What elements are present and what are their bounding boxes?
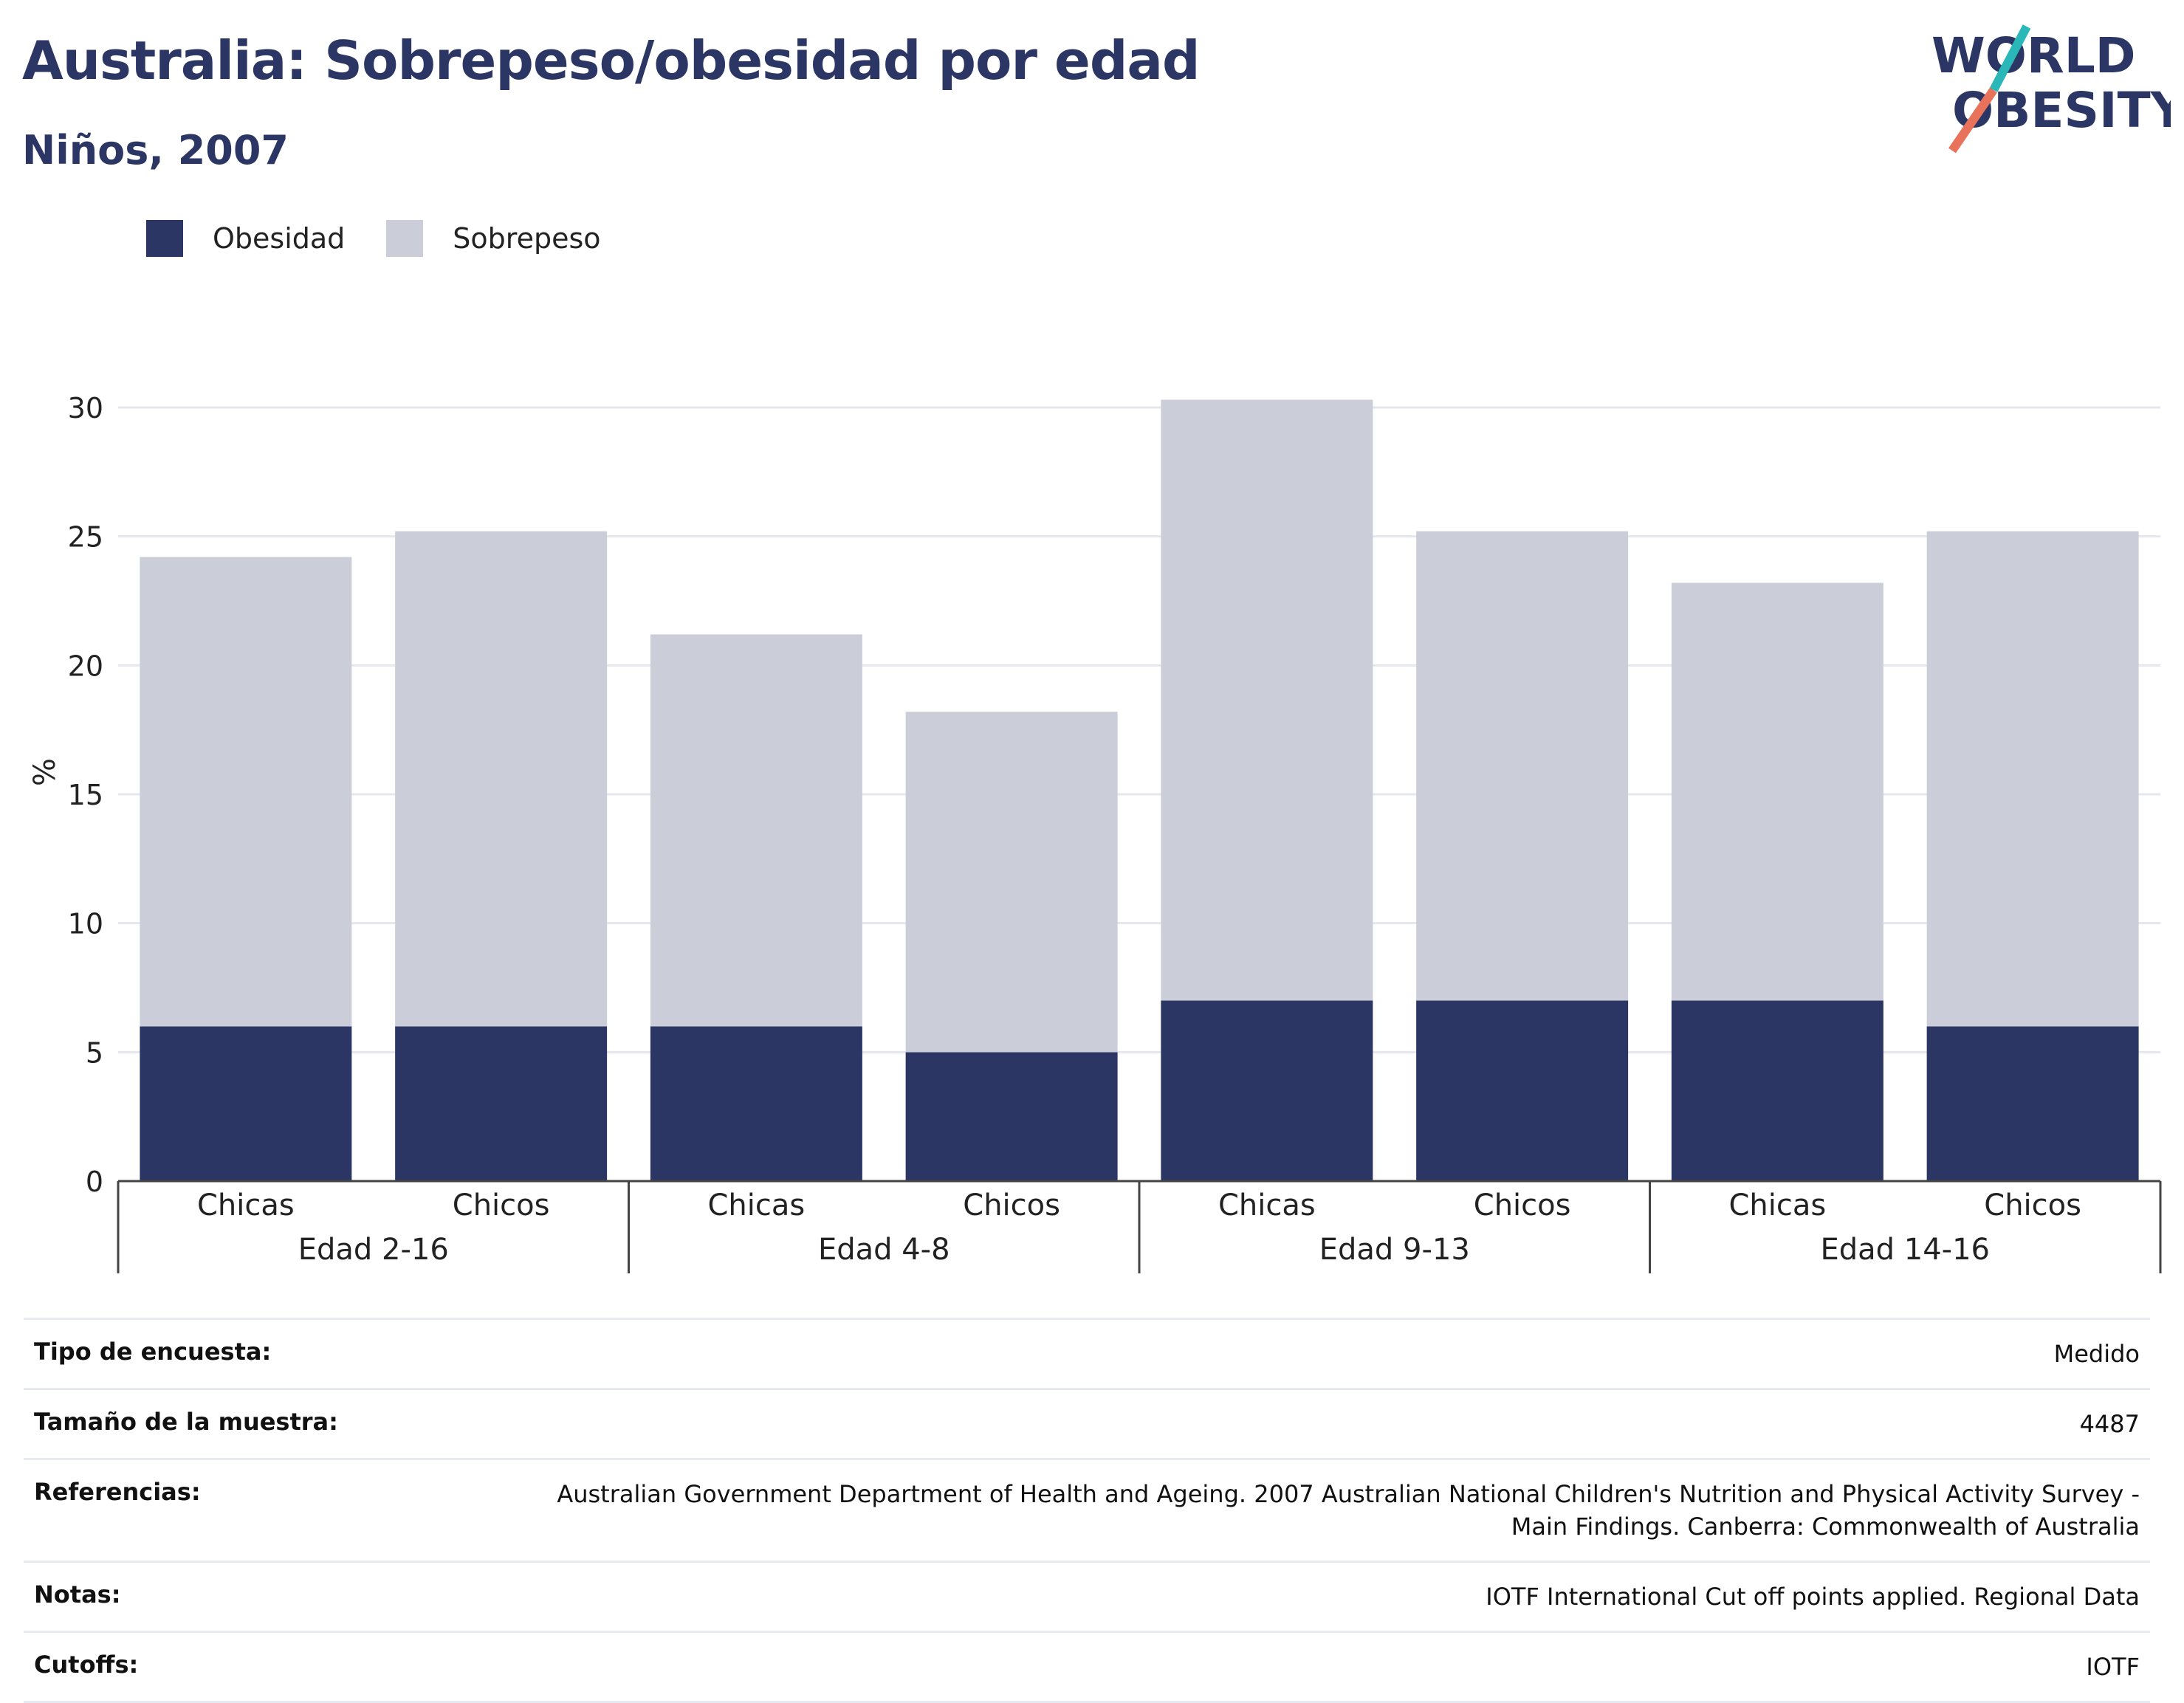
bar-obesity <box>1416 1000 1629 1181</box>
info-label: Referencias: <box>34 1478 201 1506</box>
info-row: Cutoffs: IOTF <box>24 1631 2150 1703</box>
bar-overweight <box>1926 531 2139 1027</box>
bar-overweight <box>140 557 352 1027</box>
x-group-label: Edad 2-16 <box>298 1233 449 1267</box>
info-row: Referencias: Australian Government Depart… <box>24 1458 2150 1561</box>
bar-overweight <box>1671 582 1883 1001</box>
bar-obesity <box>395 1026 608 1181</box>
info-value: 4487 <box>2079 1410 2140 1438</box>
bar-obesity <box>1161 1000 1373 1181</box>
bar-overweight <box>905 712 1118 1053</box>
info-value: IOTF International Cut off points applie… <box>1486 1583 2140 1611</box>
x-category-label: Chicos <box>453 1188 550 1222</box>
info-label: Cutoffs: <box>34 1651 139 1679</box>
bar-obesity <box>1926 1026 2139 1181</box>
info-value: Medido <box>2053 1340 2140 1368</box>
logo-coral-slash <box>1948 87 1997 154</box>
y-tick-label: 20 <box>68 650 103 682</box>
y-tick-label: 0 <box>86 1166 103 1198</box>
logo-teal-slash <box>1989 24 2031 92</box>
y-tick-label: 25 <box>68 521 103 554</box>
x-category-label: Chicos <box>1984 1188 2081 1222</box>
stacked-bar-chart: 0 5 10 15 20 25 30% Chicas Chicos Chicas Chicos Chi… <box>28 392 2162 1273</box>
bar-overweight <box>1161 399 1373 1001</box>
legend-swatch-overweight <box>386 220 424 257</box>
bar-obesity <box>1671 1000 1883 1181</box>
info-label: Tamaño de la muestra: <box>34 1408 338 1436</box>
y-axis-label: % <box>28 758 62 786</box>
bar-overweight <box>1416 531 1629 1001</box>
bar-obesity <box>905 1052 1118 1181</box>
world-obesity-logo: WORLD OBESITY <box>1931 24 2171 154</box>
y-tick-label: 30 <box>68 392 103 424</box>
info-value: Australian Government Department of Heal… <box>557 1480 2140 1541</box>
x-category-label: Chicas <box>1218 1188 1316 1222</box>
x-category-label: Chicos <box>1474 1188 1571 1222</box>
legend-item-overweight[interactable]: Sobrepeso <box>386 220 601 257</box>
chart-title: Australia: Sobrepeso/obesidad por edad <box>22 30 1201 92</box>
bar-obesity <box>140 1026 352 1181</box>
y-tick-label: 10 <box>68 908 103 940</box>
chart-legend: Obesidad Sobrepeso <box>146 220 642 257</box>
bar-overweight <box>395 531 608 1027</box>
x-category-label: Chicas <box>1729 1188 1827 1222</box>
info-label: Notas: <box>34 1580 121 1609</box>
x-category-label: Chicas <box>197 1188 295 1222</box>
bar-overweight <box>650 634 862 1027</box>
info-value: IOTF <box>2086 1653 2140 1681</box>
x-group-label: Edad 9-13 <box>1319 1233 1470 1267</box>
info-row: Tamaño de la muestra: 4487 <box>24 1388 2150 1458</box>
chart-subtitle: Niños, 2007 <box>22 127 289 173</box>
y-tick-label: 15 <box>68 779 103 811</box>
info-row: Notas: IOTF International Cut off points … <box>24 1561 2150 1631</box>
bar-obesity <box>650 1026 862 1181</box>
info-label: Tipo de encuesta: <box>34 1338 272 1366</box>
survey-info-table: Tipo de encuesta: Medido Tamaño de la mues… <box>24 1318 2150 1703</box>
info-row: Tipo de encuesta: Medido <box>24 1318 2150 1388</box>
legend-item-obesity[interactable]: Obesidad <box>146 220 345 257</box>
legend-label-obesity: Obesidad <box>213 222 346 255</box>
x-category-label: Chicas <box>708 1188 806 1222</box>
x-category-label: Chicos <box>963 1188 1060 1222</box>
x-group-label: Edad 14-16 <box>1820 1233 1990 1267</box>
logo-text-world: WORLD <box>1931 27 2136 84</box>
legend-label-overweight: Sobrepeso <box>453 222 601 255</box>
x-group-label: Edad 4-8 <box>818 1233 950 1267</box>
legend-swatch-obesity <box>146 220 183 257</box>
y-tick-label: 5 <box>86 1036 103 1069</box>
